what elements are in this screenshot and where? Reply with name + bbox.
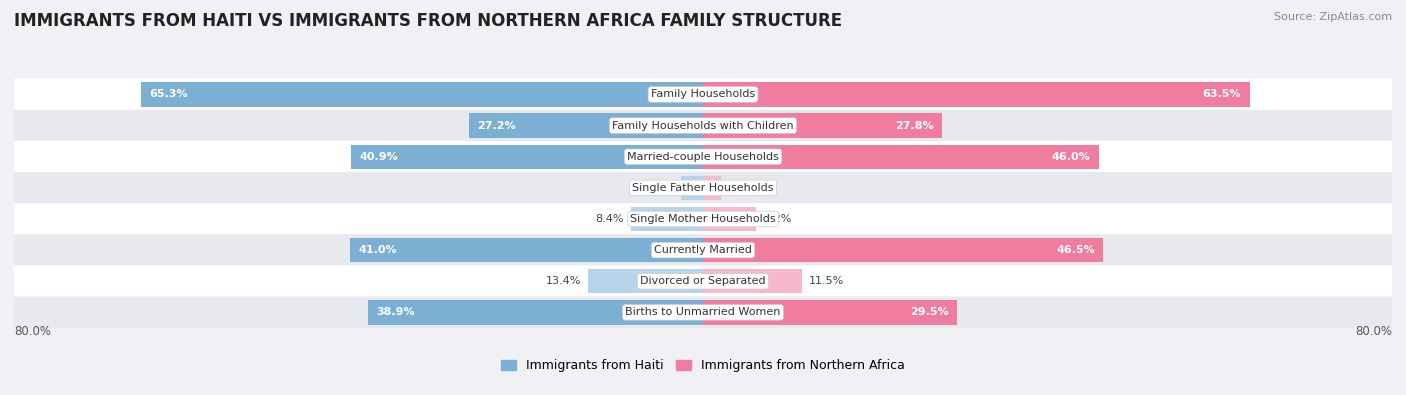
Text: Divorced or Separated: Divorced or Separated [640,276,766,286]
Bar [468,113,703,138]
Text: Family Households with Children: Family Households with Children [612,120,794,131]
Text: 11.5%: 11.5% [808,276,844,286]
Text: 63.5%: 63.5% [1202,89,1241,100]
Bar [588,269,703,293]
Text: 27.2%: 27.2% [478,120,516,131]
Text: 40.9%: 40.9% [360,152,398,162]
Text: Single Father Households: Single Father Households [633,183,773,193]
Bar [681,176,703,200]
Bar [350,238,703,262]
Text: 46.0%: 46.0% [1052,152,1091,162]
Legend: Immigrants from Haiti, Immigrants from Northern Africa: Immigrants from Haiti, Immigrants from N… [496,354,910,377]
Text: 46.5%: 46.5% [1056,245,1095,255]
Text: 38.9%: 38.9% [377,307,415,318]
FancyBboxPatch shape [14,141,1392,173]
Text: Married-couple Households: Married-couple Households [627,152,779,162]
Text: Currently Married: Currently Married [654,245,752,255]
Bar [703,176,721,200]
Bar [703,238,1104,262]
Text: 65.3%: 65.3% [149,89,188,100]
Text: 27.8%: 27.8% [896,120,934,131]
FancyBboxPatch shape [14,172,1392,204]
Text: 2.1%: 2.1% [728,183,756,193]
Text: Source: ZipAtlas.com: Source: ZipAtlas.com [1274,12,1392,22]
FancyBboxPatch shape [14,79,1392,110]
Text: 41.0%: 41.0% [359,245,396,255]
Text: 2.6%: 2.6% [645,183,673,193]
Bar [703,269,801,293]
Bar [631,207,703,231]
Bar [141,82,703,107]
Bar [703,82,1250,107]
FancyBboxPatch shape [14,297,1392,328]
FancyBboxPatch shape [14,203,1392,235]
Text: 13.4%: 13.4% [546,276,581,286]
Bar [703,113,942,138]
Bar [350,145,703,169]
Text: Births to Unmarried Women: Births to Unmarried Women [626,307,780,318]
Bar [703,145,1099,169]
Text: Family Households: Family Households [651,89,755,100]
Bar [703,207,756,231]
Bar [368,300,703,325]
FancyBboxPatch shape [14,234,1392,266]
FancyBboxPatch shape [14,110,1392,141]
Text: 80.0%: 80.0% [1355,325,1392,338]
Text: IMMIGRANTS FROM HAITI VS IMMIGRANTS FROM NORTHERN AFRICA FAMILY STRUCTURE: IMMIGRANTS FROM HAITI VS IMMIGRANTS FROM… [14,12,842,30]
Text: 6.2%: 6.2% [763,214,792,224]
Bar [703,300,957,325]
Text: 80.0%: 80.0% [14,325,51,338]
FancyBboxPatch shape [14,265,1392,297]
Text: 8.4%: 8.4% [595,214,624,224]
Text: Single Mother Households: Single Mother Households [630,214,776,224]
Text: 29.5%: 29.5% [910,307,949,318]
